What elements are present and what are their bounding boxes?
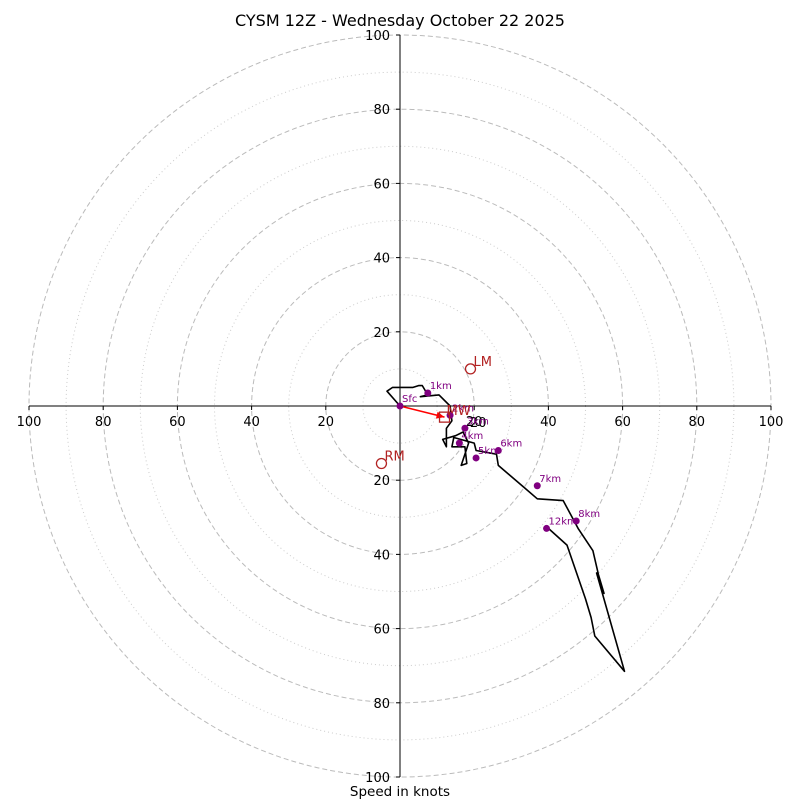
height-marker-label: 5km	[478, 446, 500, 457]
ring-label: 20	[470, 416, 487, 431]
y-tick-label: 20	[373, 474, 390, 489]
y-tick-label: 60	[373, 623, 390, 638]
chart-title: CYSM 12Z - Wednesday October 22 2025	[235, 11, 565, 30]
y-tick-label: 20	[373, 326, 390, 341]
height-marker-label: 8km	[578, 509, 600, 520]
y-tick-label: 60	[373, 177, 390, 192]
x-tick-label: 80	[689, 415, 706, 430]
x-tick-label: 20	[318, 415, 335, 430]
height-marker-label: 1km	[430, 381, 452, 392]
height-marker-label: 4km	[461, 431, 483, 442]
storm-marker-LM	[464, 363, 477, 375]
height-marker-3km	[461, 424, 469, 432]
height-marker-5km	[472, 454, 480, 462]
height-marker-label: 7km	[539, 474, 561, 485]
x-tick-label: 100	[759, 415, 784, 430]
y-tick-label: 40	[373, 548, 390, 563]
height-marker-6km	[494, 447, 502, 455]
storm-marker-RM	[375, 457, 388, 470]
height-marker-label: 12km	[549, 516, 577, 527]
y-tick-label: 40	[373, 252, 390, 267]
height-marker-12km	[543, 524, 551, 532]
storm-label: RM	[384, 450, 404, 465]
height-marker-1km	[424, 389, 432, 397]
x-tick-label: 40	[243, 415, 260, 430]
wind-trace-line	[386, 384, 626, 673]
y-tick-label: 80	[373, 103, 390, 118]
shear-vector	[399, 405, 445, 419]
x-axis-label: Speed in knots	[350, 784, 450, 800]
tick-labels: 100 80 60 40 20 20 40 60 80 100100806040202040608…	[17, 29, 784, 786]
storm-marker-MW	[438, 411, 451, 423]
height-marker-label: Sfc	[402, 394, 417, 405]
x-tick-label: 80	[95, 415, 112, 430]
y-tick-label: 100	[365, 29, 390, 44]
y-tick-label: 100	[365, 771, 390, 786]
wind-trace	[386, 384, 626, 673]
height-marker-8km	[572, 517, 580, 525]
storm-label: MW	[447, 404, 471, 419]
x-tick-label: 40	[540, 415, 557, 430]
height-marker-label: 3km	[467, 416, 489, 427]
height-marker-4km	[455, 439, 463, 447]
height-marker-label: 2km	[452, 403, 474, 414]
x-tick-label: 60	[614, 415, 631, 430]
height-marker-label: 6km	[500, 439, 522, 450]
x-tick-label: 100	[17, 415, 42, 430]
x-tick-label: 20	[466, 415, 483, 430]
height-marker-Sfc	[396, 402, 404, 410]
y-tick-label: 80	[373, 697, 390, 712]
height-marker-7km	[533, 482, 541, 490]
shear-vector-arrowhead	[435, 411, 445, 419]
storm-label: LM	[473, 355, 491, 370]
storm-motion-markers: LM RM MW	[375, 355, 492, 470]
x-tick-label: 60	[169, 415, 186, 430]
